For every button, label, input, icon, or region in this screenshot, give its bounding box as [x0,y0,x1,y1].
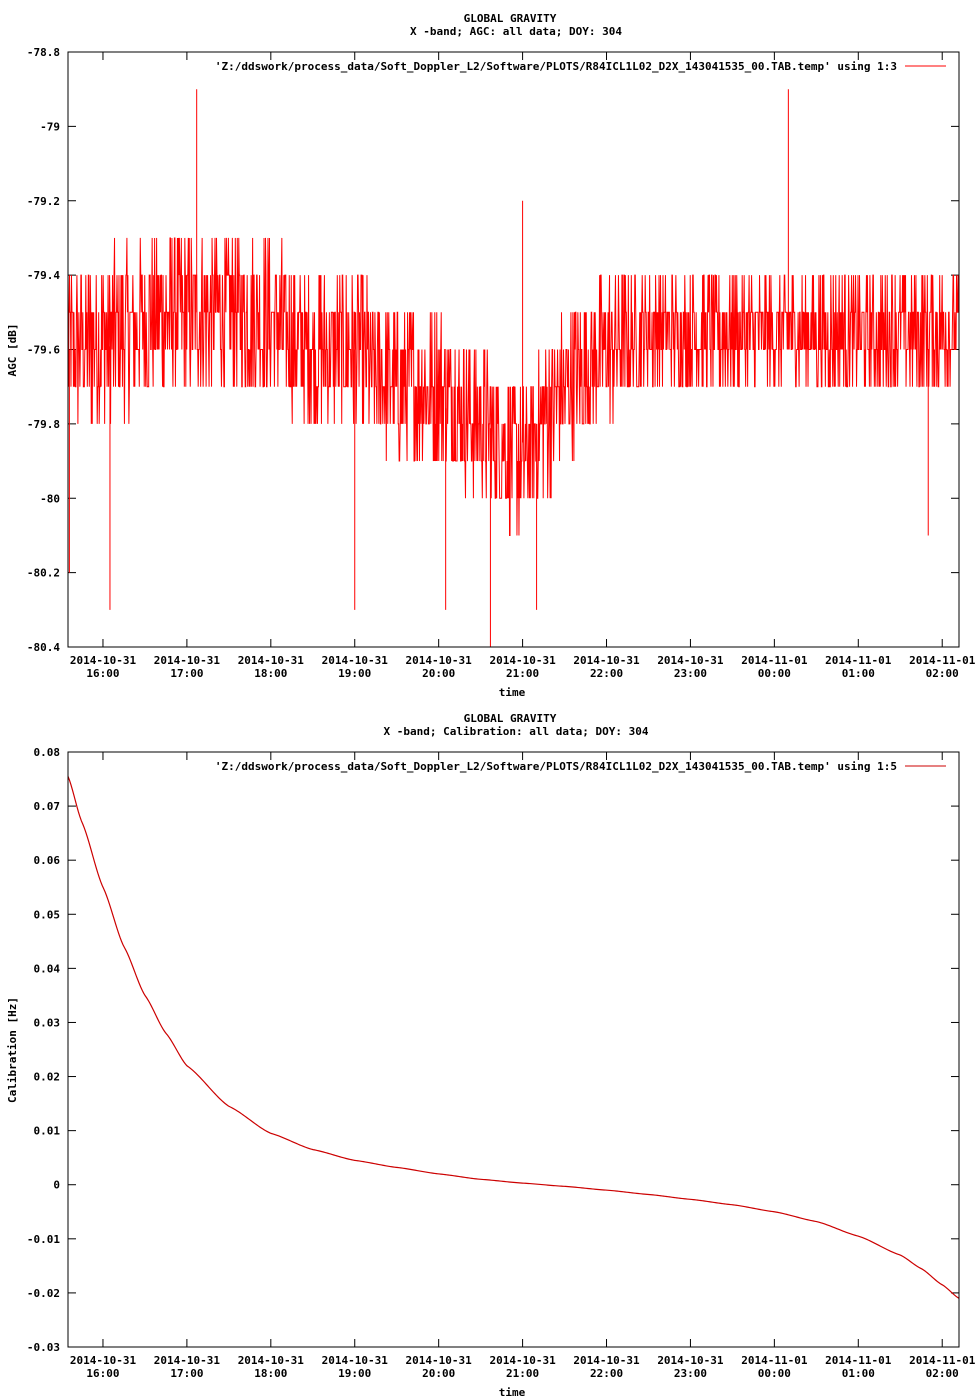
agc-y-tick-label: -79.8 [27,418,60,431]
calibration-x-tick-date: 2014-11-01 [825,1354,892,1367]
agc-x-tick-date: 2014-10-31 [238,654,305,667]
calibration-y-tick-label: -0.02 [27,1287,60,1300]
agc-x-tick-date: 2014-10-31 [657,654,724,667]
agc-x-tick-time: 22:00 [590,667,623,680]
agc-x-tick-date: 2014-10-31 [154,654,221,667]
agc-x-tick-time: 19:00 [338,667,371,680]
agc-x-ticks: 2014-10-3116:002014-10-3117:002014-10-31… [70,52,976,680]
calibration-chart-subtitle: X -band; Calibration: all data; DOY: 304 [384,725,649,738]
calibration-x-tick-time: 19:00 [338,1367,371,1380]
calibration-series [67,776,960,1299]
calibration-y-axis-label: Calibration [Hz] [6,997,19,1103]
calibration-x-tick-time: 23:00 [674,1367,707,1380]
agc-plot-border [67,51,960,648]
calibration-x-tick-time: 02:00 [926,1367,959,1380]
calibration-x-tick-date: 2014-11-01 [741,1354,808,1367]
agc-x-tick-date: 2014-10-31 [70,654,137,667]
calibration-y-tick-label: 0.07 [34,800,61,813]
agc-x-tick-date: 2014-10-31 [322,654,389,667]
agc-y-tick-label: -79.6 [27,344,60,357]
agc-series-line [67,237,960,536]
agc-y-ticks: -78.8 -79 -79.2 -79.4 -79.6 -79.8 -80 -80.2 -80.… [27,46,959,654]
agc-x-tick-time: 01:00 [842,667,875,680]
calibration-x-tick-time: 17:00 [170,1367,203,1380]
calibration-chart: GLOBAL GRAVITY X -band; Calibration: all… [6,712,976,1399]
calibration-y-tick-label: 0.01 [34,1125,61,1138]
calibration-y-tick-label: -0.01 [27,1233,60,1246]
agc-x-tick-time: 23:00 [674,667,707,680]
calibration-x-tick-time: 16:00 [86,1367,119,1380]
calibration-y-tick-label: 0.06 [34,854,61,867]
calibration-plot-border [67,751,960,1348]
agc-y-axis-label: AGC [dB] [6,324,19,377]
calibration-y-tick-label: 0.05 [34,908,61,921]
agc-y-tick-label: -80 [40,492,60,505]
calibration-x-ticks: 2014-10-3116:002014-10-3117:002014-10-31… [70,752,976,1380]
agc-x-tick-time: 21:00 [506,667,539,680]
calibration-x-tick-date: 2014-11-01 [909,1354,976,1367]
agc-x-tick-time: 20:00 [422,667,455,680]
calibration-y-ticks: 0.08 0.07 0.06 0.05 0.04 0.03 0.02 0.01 0 -0.01 -0… [27,746,959,1354]
agc-y-tick-label: -78.8 [27,46,60,59]
calibration-x-tick-date: 2014-10-31 [406,1354,473,1367]
calibration-x-tick-date: 2014-10-31 [322,1354,389,1367]
calibration-x-tick-date: 2014-10-31 [154,1354,221,1367]
agc-chart: GLOBAL GRAVITY X -band; AGC: all data; D… [6,12,976,699]
calibration-x-tick-time: 21:00 [506,1367,539,1380]
agc-legend-label: 'Z:/ddswork/process_data/Soft_Doppler_L2… [215,60,897,73]
agc-y-tick-label: -79.4 [27,269,60,282]
agc-x-tick-time: 00:00 [758,667,791,680]
agc-y-tick-label: -80.4 [27,641,60,654]
calibration-series-line [67,776,960,1299]
calibration-x-tick-time: 22:00 [590,1367,623,1380]
calibration-x-tick-date: 2014-10-31 [573,1354,640,1367]
calibration-x-axis-label: time [499,1386,526,1399]
calibration-x-tick-time: 18:00 [254,1367,287,1380]
agc-y-tick-label: -79.2 [27,195,60,208]
calibration-x-tick-date: 2014-10-31 [657,1354,724,1367]
agc-x-tick-date: 2014-10-31 [489,654,556,667]
calibration-x-tick-time: 01:00 [842,1367,875,1380]
calibration-y-tick-label: 0.08 [34,746,61,759]
agc-x-tick-date: 2014-11-01 [909,654,976,667]
agc-x-tick-time: 17:00 [170,667,203,680]
agc-chart-title: GLOBAL GRAVITY [464,12,557,25]
calibration-x-tick-time: 00:00 [758,1367,791,1380]
agc-x-tick-date: 2014-11-01 [825,654,892,667]
agc-x-tick-time: 18:00 [254,667,287,680]
calibration-legend-label: 'Z:/ddswork/process_data/Soft_Doppler_L2… [215,760,897,773]
agc-x-tick-time: 16:00 [86,667,119,680]
agc-chart-subtitle: X -band; AGC: all data; DOY: 304 [410,25,622,38]
calibration-x-tick-date: 2014-10-31 [489,1354,556,1367]
calibration-chart-title: GLOBAL GRAVITY [464,712,557,725]
agc-x-tick-date: 2014-10-31 [406,654,473,667]
calibration-y-tick-label: -0.03 [27,1341,60,1354]
calibration-x-tick-time: 20:00 [422,1367,455,1380]
agc-x-tick-time: 02:00 [926,667,959,680]
agc-x-tick-date: 2014-10-31 [573,654,640,667]
calibration-x-tick-date: 2014-10-31 [238,1354,305,1367]
agc-x-axis-label: time [499,686,526,699]
calibration-x-tick-date: 2014-10-31 [70,1354,137,1367]
calibration-y-tick-label: 0.03 [34,1016,61,1029]
agc-x-tick-date: 2014-11-01 [741,654,808,667]
calibration-y-tick-label: 0 [53,1179,60,1192]
agc-y-tick-label: -80.2 [27,567,60,580]
agc-y-tick-label: -79 [40,120,60,133]
agc-series [67,89,960,647]
calibration-y-tick-label: 0.02 [34,1071,61,1084]
calibration-y-tick-label: 0.04 [34,962,61,975]
